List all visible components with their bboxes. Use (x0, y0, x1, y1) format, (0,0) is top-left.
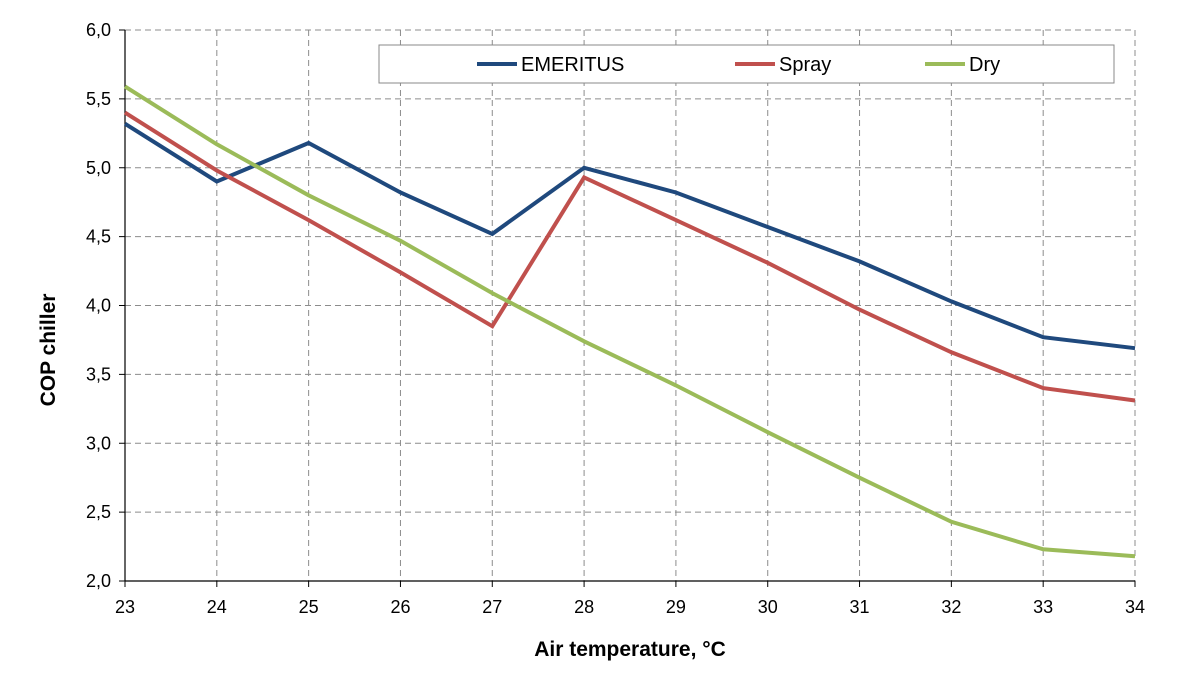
x-tick-label: 25 (299, 597, 319, 617)
y-tick-label: 5,5 (86, 89, 111, 109)
x-tick-label: 31 (850, 597, 870, 617)
y-tick-label: 6,0 (86, 20, 111, 40)
y-tick-label: 3,5 (86, 364, 111, 384)
x-tick-label: 30 (758, 597, 778, 617)
legend-label-emeritus: EMERITUS (521, 54, 624, 76)
legend: EMERITUS Spray Dry (378, 44, 1115, 84)
x-tick-label: 29 (666, 597, 686, 617)
x-axis-ticks: 23 24 25 26 27 28 29 30 31 32 33 34 (115, 581, 1145, 617)
x-tick-label: 23 (115, 597, 135, 617)
x-tick-label: 32 (941, 597, 961, 617)
x-axis-title: Air temperature, °C (534, 638, 726, 661)
y-tick-label: 2,5 (86, 502, 111, 522)
y-axis-ticks: 2,0 2,5 3,0 3,5 4,0 4,5 5,0 5,5 6,0 (86, 20, 125, 591)
x-tick-label: 28 (574, 597, 594, 617)
y-tick-label: 4,0 (86, 296, 111, 316)
x-tick-label: 34 (1125, 597, 1145, 617)
series-line-dry (123, 84, 1136, 559)
x-tick-label: 27 (482, 597, 502, 617)
series-line-emeritus (123, 122, 1136, 351)
y-axis-title: COP chiller (37, 294, 60, 407)
y-tick-label: 4,5 (86, 227, 111, 247)
y-tick-label: 2,0 (86, 571, 111, 591)
x-tick-label: 26 (390, 597, 410, 617)
x-tick-label: 24 (207, 597, 227, 617)
y-tick-label: 3,0 (86, 433, 111, 453)
legend-label-spray: Spray (779, 54, 831, 76)
y-tick-label: 5,0 (86, 158, 111, 178)
x-tick-label: 33 (1033, 597, 1053, 617)
series-lines (123, 84, 1136, 559)
grid-lines (125, 29, 1136, 581)
series-line-spray (123, 110, 1136, 403)
legend-label-dry: Dry (969, 54, 1000, 76)
